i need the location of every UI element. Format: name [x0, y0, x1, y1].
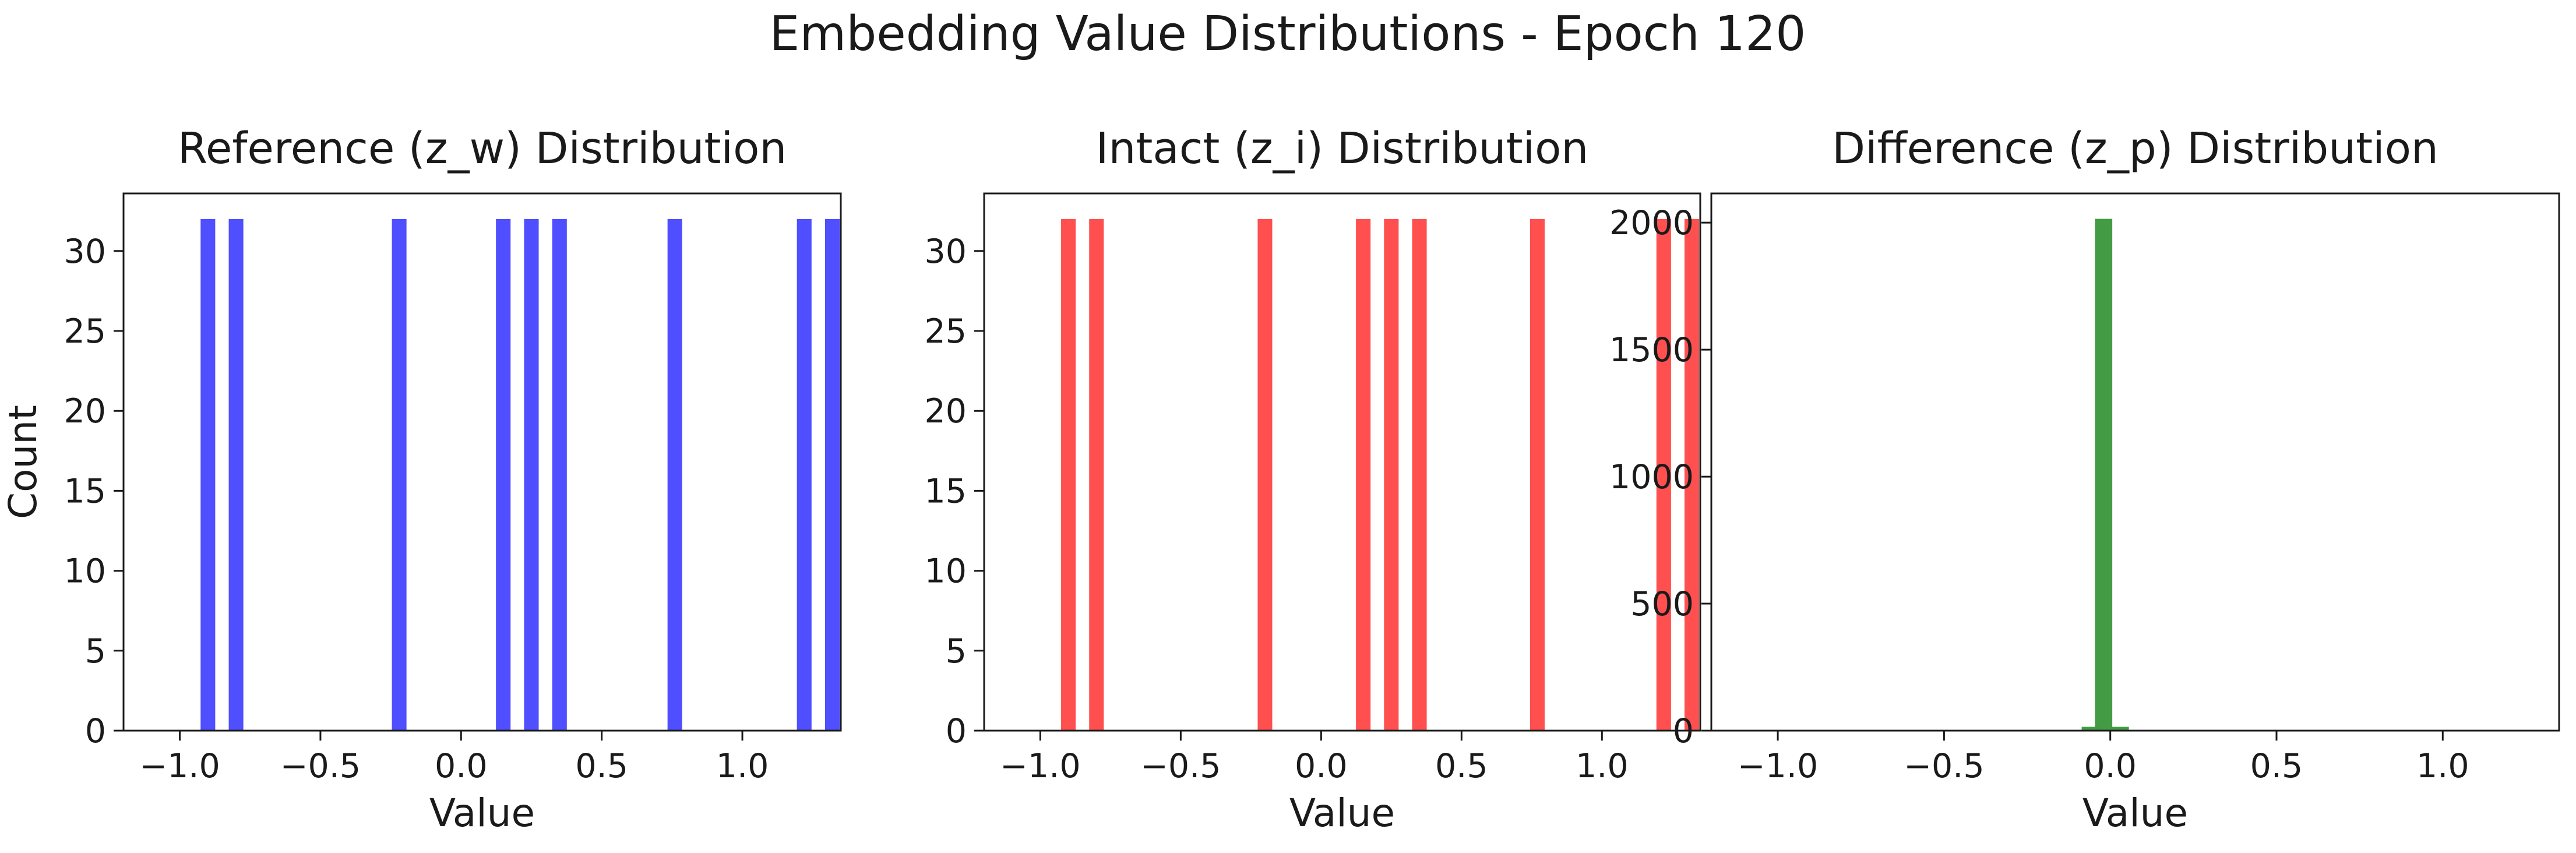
x-tick-label: 1.0 [1576, 747, 1629, 785]
x-tick-label: −1.0 [1738, 747, 1818, 785]
histogram-bar [200, 218, 216, 731]
bars-group [1061, 218, 1700, 731]
panel-title: Intact (z_i) Distribution [1096, 124, 1589, 174]
histogram-bar [392, 218, 407, 731]
y-tick-label: 10 [64, 552, 106, 591]
y-tick-label: 1500 [1609, 331, 1694, 369]
y-tick-label: 20 [64, 392, 106, 431]
y-tick-label: 5 [85, 632, 106, 671]
x-tick-label: −0.5 [1904, 747, 1984, 785]
y-tick-label: 0 [85, 712, 106, 750]
y-tick-label: 30 [64, 232, 106, 271]
histogram-bar [1257, 218, 1273, 731]
histogram-bar [2081, 727, 2099, 731]
x-tick-label: 0.5 [2250, 747, 2303, 785]
histogram-bar [1089, 218, 1104, 731]
x-tick-label: 1.0 [2416, 747, 2469, 785]
axes-frame [1710, 192, 2560, 732]
y-tick-label: 20 [924, 392, 967, 431]
histogram-bar [1530, 218, 1545, 731]
x-tick-label: 0.0 [435, 747, 488, 785]
histogram-bar [1656, 218, 1671, 731]
chart-panel-3: −1.0 −0.5 0.0 0.5 1.0 0 500 1000 1500 2000 Differe… [1609, 124, 2560, 836]
chart-panel-1: −1.0 −0.5 0.0 0.5 1.0 0 5 10 15 20 25 30 Reference (… [1, 124, 842, 836]
chart-panel-2: −1.0 −0.5 0.0 0.5 1.0 0 5 10 15 20 25 30 Intact (z_i… [924, 124, 1701, 836]
histogram-bar [797, 218, 812, 731]
histogram-bar [2095, 218, 2113, 731]
chart-panels: −1.0 −0.5 0.0 0.5 1.0 0 5 10 15 20 25 30 Reference (… [1, 124, 2560, 836]
y-tick-label: 15 [64, 472, 106, 510]
bars-group [2081, 218, 2129, 731]
x-tick-label: −1.0 [139, 747, 220, 785]
histogram-bar [228, 218, 244, 731]
histogram-bar [552, 218, 567, 731]
y-axis-label: Count [1, 405, 45, 519]
y-tick-label: 500 [1630, 585, 1694, 623]
histogram-bar [824, 218, 840, 731]
y-tick-label: 25 [924, 312, 967, 351]
y-tick-label: 30 [924, 232, 967, 271]
histogram-bar [524, 218, 539, 731]
x-tick-label: 0.5 [1435, 747, 1488, 785]
y-tick-label: 2000 [1609, 204, 1694, 242]
axes-frame [983, 192, 1701, 732]
histogram-bar [667, 218, 682, 731]
y-tick-label: 15 [924, 472, 967, 510]
y-tick-label: 25 [64, 312, 106, 351]
x-tick-label: 1.0 [716, 747, 769, 785]
histogram-bar [2111, 727, 2129, 731]
x-tick-label: 0.5 [575, 747, 628, 785]
x-axis-label: Value [2082, 791, 2188, 836]
y-tick-label: 0 [946, 712, 967, 750]
panel-title: Reference (z_w) Distribution [178, 124, 787, 174]
histogram-bar [1384, 218, 1399, 731]
axes-frame [122, 192, 842, 732]
y-tick-label: 1000 [1609, 458, 1694, 496]
x-axis-label: Value [429, 791, 535, 836]
bars-group [200, 218, 840, 731]
x-tick-label: −0.5 [280, 747, 361, 785]
histogram-bar [496, 218, 511, 731]
panel-title: Difference (z_p) Distribution [1832, 124, 2438, 174]
y-tick-label: 5 [946, 632, 967, 671]
y-tick-label: 10 [924, 552, 967, 591]
x-tick-label: −0.5 [1140, 747, 1221, 785]
histogram-bar [1356, 218, 1371, 731]
histogram-bar [1685, 218, 1700, 731]
histogram-bar [1412, 218, 1427, 731]
x-tick-label: 0.0 [1295, 747, 1348, 785]
histogram-bar [1061, 218, 1076, 731]
x-axis-label: Value [1289, 791, 1395, 836]
figure-title: Embedding Value Distributions - Epoch 12… [770, 6, 1806, 62]
x-tick-label: −1.0 [1000, 747, 1080, 785]
y-tick-label: 0 [1673, 712, 1694, 750]
x-tick-label: 0.0 [2084, 747, 2137, 785]
